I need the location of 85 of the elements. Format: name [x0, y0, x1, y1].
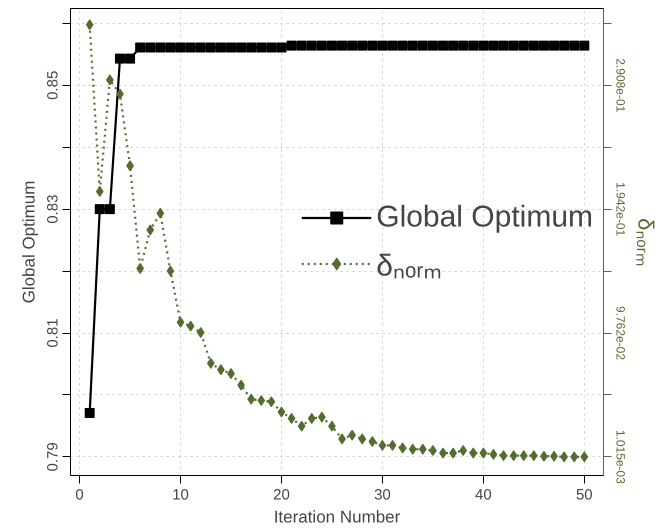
point — [226, 42, 236, 53]
point — [296, 40, 307, 51]
y2-tick-label: 1.942e-01 — [614, 182, 628, 237]
point — [459, 444, 468, 456]
point — [357, 40, 368, 51]
legend-label: δₙₒᵣₘ — [376, 248, 442, 284]
point — [176, 42, 186, 53]
point — [468, 40, 478, 51]
x-tick-label: 10 — [172, 486, 189, 504]
point — [438, 40, 448, 51]
point — [276, 42, 286, 53]
point — [580, 451, 588, 462]
x-tick-label: 20 — [273, 486, 290, 504]
point — [508, 40, 519, 51]
point — [388, 40, 398, 51]
point — [186, 42, 196, 53]
point — [104, 204, 115, 214]
point — [206, 358, 215, 369]
point — [236, 42, 246, 53]
point — [257, 394, 266, 406]
point — [518, 40, 529, 51]
y2-tick-label: 1.015e-03 — [614, 430, 628, 484]
point — [458, 40, 468, 51]
point — [84, 408, 95, 418]
point — [308, 412, 316, 424]
point — [114, 54, 125, 64]
point — [306, 40, 317, 51]
point — [538, 40, 549, 51]
x-tick-label: 0 — [75, 486, 84, 504]
point — [358, 433, 366, 444]
point — [206, 42, 216, 53]
y-tick-label: 0.79 — [44, 442, 62, 472]
point — [155, 42, 166, 53]
y-tick-label: 0.81 — [44, 318, 62, 348]
point — [196, 42, 206, 53]
point — [165, 42, 176, 53]
y2-tick-label: 2.908e-01 — [614, 58, 628, 113]
point — [579, 40, 590, 51]
point — [448, 40, 458, 51]
point — [196, 327, 205, 338]
point — [96, 186, 104, 197]
point — [408, 40, 418, 51]
point — [377, 40, 388, 51]
legend-label: Global Optimum — [376, 199, 593, 235]
point — [146, 224, 154, 236]
point — [488, 40, 498, 51]
point — [135, 42, 146, 53]
point — [347, 40, 358, 51]
point — [326, 40, 337, 51]
point — [428, 40, 438, 51]
point — [247, 394, 256, 405]
point — [86, 19, 94, 30]
y-tick-label: 0.85 — [44, 70, 62, 100]
point — [478, 40, 488, 51]
point — [125, 54, 136, 64]
point — [418, 444, 427, 455]
point — [549, 40, 560, 51]
y2-axis-title: δₙₒᵣₘ — [634, 218, 658, 266]
y-tick-label: 0.83 — [44, 194, 62, 224]
point — [145, 42, 156, 53]
point — [520, 450, 528, 462]
point — [216, 42, 226, 53]
point — [286, 40, 297, 51]
x-tick-label: 40 — [475, 486, 492, 504]
point — [528, 40, 539, 51]
point — [569, 40, 580, 51]
point — [316, 40, 327, 51]
x-tick-label: 30 — [374, 486, 391, 504]
point — [408, 444, 417, 455]
point — [337, 40, 348, 51]
point — [570, 451, 578, 462]
point — [398, 40, 408, 51]
point — [498, 40, 509, 51]
x-tick-label: 50 — [576, 486, 593, 504]
point — [94, 204, 105, 214]
point — [559, 40, 570, 51]
point — [266, 42, 276, 53]
point — [367, 40, 378, 51]
point — [469, 448, 478, 459]
point — [418, 40, 428, 51]
point — [256, 42, 266, 53]
y-axis-title: Global Optimum — [20, 180, 38, 304]
point — [246, 42, 256, 53]
y2-tick-label: 9.762e-02 — [614, 306, 628, 360]
x-axis-title: Iteration Number — [274, 508, 401, 526]
